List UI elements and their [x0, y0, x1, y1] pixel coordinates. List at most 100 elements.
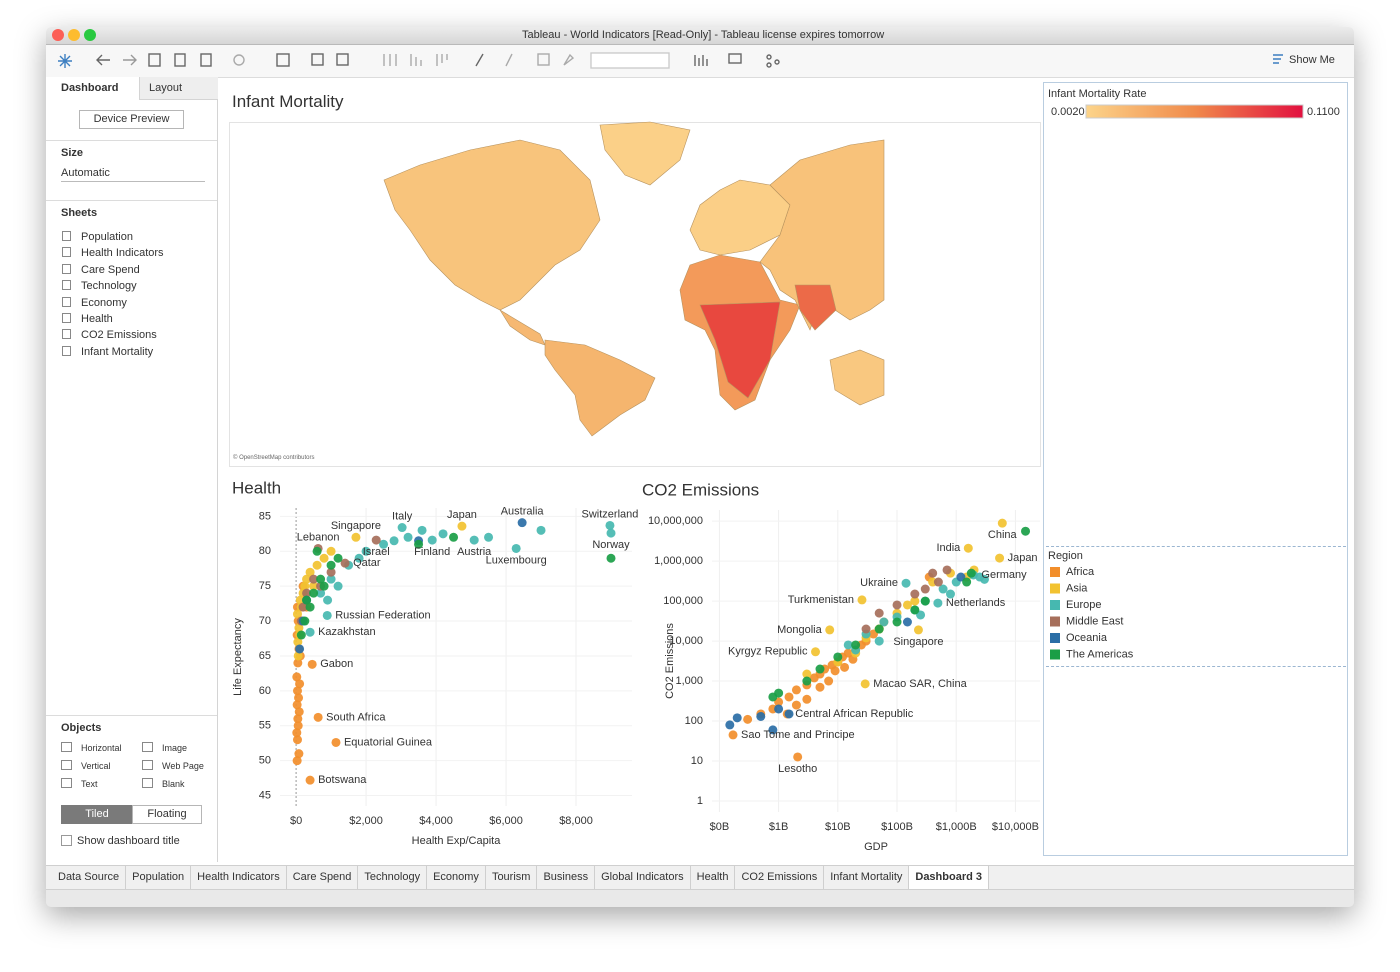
point [874, 624, 884, 634]
point [293, 637, 303, 647]
point [312, 560, 322, 570]
fit-dropdown[interactable] [590, 52, 670, 69]
object-item[interactable]: Blank [162, 779, 185, 789]
point [843, 648, 853, 658]
sheet-item[interactable]: Health Indicators [81, 247, 164, 260]
point [333, 581, 343, 591]
new-source[interactable] [174, 53, 186, 67]
y-tick-label: 1,000,000 [654, 555, 703, 567]
layout-tab[interactable]: Layout [149, 82, 183, 94]
point [966, 568, 976, 578]
object-item[interactable]: Web Page [162, 761, 204, 771]
object-item[interactable]: Image [162, 743, 188, 753]
highlight[interactable] [475, 53, 484, 67]
point [293, 658, 303, 668]
checkbox[interactable] [61, 835, 72, 846]
point [293, 721, 303, 731]
pin[interactable] [563, 53, 575, 66]
legend-swatch [1050, 567, 1060, 577]
sheet-tab[interactable]: Technology [358, 866, 428, 889]
point-label: Sao Tome and Principe [741, 729, 855, 741]
sheet-tab[interactable]: Population [126, 866, 192, 889]
tableau-logo[interactable] [58, 54, 72, 68]
south-asia [794, 284, 837, 331]
dashboard-tab[interactable]: Dashboard [61, 82, 119, 94]
y-tick-label: 10,000 [669, 635, 703, 647]
cards[interactable] [694, 55, 708, 66]
point [843, 640, 853, 650]
show-me[interactable]: Show Me [1289, 54, 1335, 66]
sheet-tab[interactable]: Dashboard 3 [909, 866, 990, 889]
group[interactable] [505, 53, 513, 67]
point [351, 532, 361, 542]
minimize-button[interactable] [68, 29, 80, 41]
point-label: Switzerland [582, 508, 639, 520]
refresh[interactable] [233, 54, 245, 66]
sheet-icon [62, 263, 71, 274]
sheet-item[interactable]: Technology [81, 280, 137, 293]
sheet-tab[interactable]: Care Spend [287, 866, 359, 889]
object-item[interactable]: Text [81, 779, 98, 789]
pause[interactable] [200, 53, 212, 67]
point-label: Mongolia [777, 624, 823, 636]
show-title-label[interactable]: Show dashboard title [77, 835, 180, 847]
floating-button[interactable]: Floating [132, 805, 202, 824]
x-tick-label: $1B [769, 821, 789, 833]
point [811, 647, 821, 657]
close-button[interactable] [52, 29, 64, 41]
undo[interactable] [96, 54, 110, 66]
sheet-tab[interactable]: Global Indicators [595, 866, 691, 889]
tiled-button[interactable]: Tiled [61, 805, 133, 824]
sort-asc[interactable] [410, 54, 422, 66]
point-label: Finland [414, 546, 450, 558]
window-title: Tableau - World Indicators [Read-Only] -… [522, 29, 885, 41]
sheet-item[interactable]: CO2 Emissions [81, 329, 157, 342]
redo[interactable] [123, 54, 137, 66]
sheet-tab[interactable]: Data Source [52, 866, 127, 889]
point [319, 553, 329, 563]
zoom-button[interactable] [84, 29, 96, 41]
sheet-tab[interactable]: Tourism [486, 866, 538, 889]
sheet-tab[interactable]: Infant Mortality [824, 866, 910, 889]
sheet-tab[interactable]: Health Indicators [191, 866, 287, 889]
point [910, 605, 920, 615]
swap[interactable] [383, 54, 397, 66]
sort-desc[interactable] [436, 54, 448, 66]
object-icon [61, 742, 72, 752]
sheet-icon [62, 329, 71, 340]
point [469, 535, 479, 545]
sheet-item[interactable]: Health [81, 313, 113, 325]
sheet-item[interactable]: Care Spend [81, 263, 140, 276]
toolbar [46, 45, 1354, 78]
sheet-item[interactable]: Population [81, 231, 133, 243]
device-preview-button[interactable]: Device Preview [79, 110, 184, 129]
object-item[interactable]: Vertical [81, 761, 111, 771]
point-label: Macao SAR, China [873, 678, 967, 690]
size-dropdown[interactable]: Automatic [61, 167, 110, 179]
sheet-item[interactable]: Infant Mortality [81, 345, 154, 358]
duplicate[interactable] [311, 53, 324, 66]
sheet-tab[interactable]: Business [537, 866, 596, 889]
y-tick-label: 10 [691, 755, 703, 767]
point [292, 609, 302, 619]
point [307, 659, 317, 669]
save[interactable] [148, 53, 161, 67]
x-tick-label: $0B [710, 821, 730, 833]
point-label: Equatorial Guinea [344, 736, 433, 748]
clear[interactable] [336, 53, 349, 66]
sheet-tab[interactable]: Health [691, 866, 736, 889]
sheet-tab[interactable]: CO2 Emissions [735, 866, 825, 889]
object-item[interactable]: Horizontal [81, 743, 122, 753]
point [294, 623, 304, 633]
sheet-tab[interactable]: Economy [427, 866, 486, 889]
sub-saharan-africa [699, 301, 781, 399]
labels[interactable] [537, 53, 550, 66]
new-sheet[interactable] [276, 53, 290, 67]
point [1021, 526, 1031, 536]
presentation[interactable] [728, 53, 742, 64]
point [815, 664, 825, 674]
point [298, 602, 308, 612]
legend-label: Europe [1066, 599, 1101, 611]
sheet-item[interactable]: Economy [81, 296, 127, 309]
